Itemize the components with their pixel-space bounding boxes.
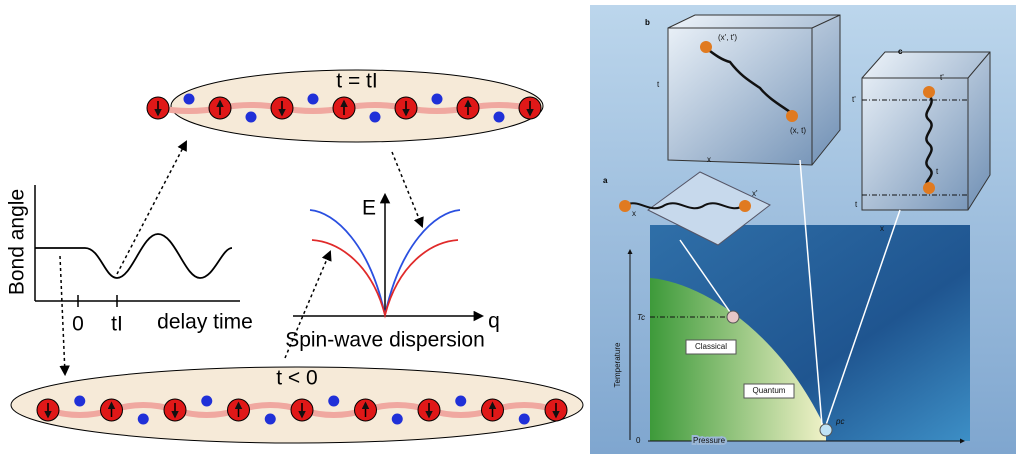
- ligand: [494, 112, 505, 123]
- label: x': [752, 189, 758, 198]
- particle: [619, 200, 631, 212]
- label: Tc: [637, 313, 645, 322]
- label: Pressure: [693, 436, 726, 445]
- energy-label: E: [362, 197, 376, 220]
- arrow: [392, 152, 422, 226]
- ligand: [265, 414, 276, 425]
- label: (x, t): [790, 126, 806, 135]
- ligand: [246, 112, 257, 123]
- ligand: [432, 94, 443, 105]
- y-axis-label: Bond angle: [6, 189, 29, 295]
- label: x: [880, 224, 884, 233]
- spin-wave-panel: t = tI t < 0 Bond angle 0 tI delay time …: [6, 70, 583, 443]
- label: Quantum: [753, 386, 786, 395]
- label: t': [852, 95, 856, 104]
- label: 0: [636, 436, 641, 445]
- label: x: [632, 209, 636, 218]
- label: pc: [835, 417, 844, 426]
- particle: [739, 200, 751, 212]
- q-label: q: [488, 310, 500, 333]
- particle: [923, 86, 935, 98]
- ligand: [370, 112, 381, 123]
- tick-label: tI: [111, 313, 123, 336]
- arrow: [117, 142, 186, 274]
- ligand: [455, 396, 466, 407]
- ligand: [328, 396, 339, 407]
- ligand: [308, 94, 319, 105]
- label: t': [940, 73, 944, 82]
- tick-label: 0: [72, 313, 84, 336]
- figure: t = tI t < 0 Bond angle 0 tI delay time …: [0, 0, 1016, 454]
- x-axis-label: delay time: [157, 311, 253, 334]
- dispersion-caption: Spin-wave dispersion: [285, 329, 485, 352]
- quantum-point: [820, 424, 832, 436]
- particle: [700, 41, 712, 53]
- bond-curve: [35, 234, 232, 278]
- ligand: [74, 396, 85, 407]
- ligand: [201, 396, 212, 407]
- top-chain-label: t = tI: [336, 70, 377, 93]
- label: Classical: [695, 342, 727, 351]
- particle: [786, 110, 798, 122]
- bottom-chain-label: t < 0: [276, 367, 317, 390]
- ligand: [138, 414, 149, 425]
- panel-letter: c: [898, 47, 903, 56]
- label: Temperature: [613, 342, 622, 387]
- arrow: [60, 256, 65, 374]
- phase-diagram-panel: b (x', t') (x, t) t x c t' t' t t x a x …: [590, 5, 1016, 454]
- classical-point: [727, 311, 739, 323]
- cube-b: [668, 15, 840, 165]
- panel-letter: a: [603, 176, 608, 185]
- panel-letter: b: [645, 18, 650, 27]
- ligand: [184, 94, 195, 105]
- label: (x', t'): [718, 33, 737, 42]
- label: x: [707, 155, 711, 164]
- ligand: [519, 414, 530, 425]
- ligand: [392, 414, 403, 425]
- particle: [923, 182, 935, 194]
